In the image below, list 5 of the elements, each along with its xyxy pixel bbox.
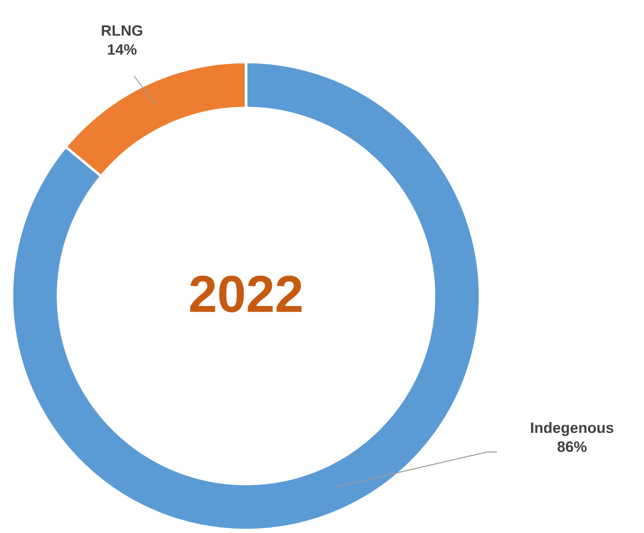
data-label: 86% <box>558 441 587 452</box>
slice-label: Indegenous <box>531 422 614 436</box>
text: 2022 <box>190 276 302 312</box>
data-label: 14% <box>108 44 137 55</box>
slice-label: RLNG <box>102 25 142 36</box>
